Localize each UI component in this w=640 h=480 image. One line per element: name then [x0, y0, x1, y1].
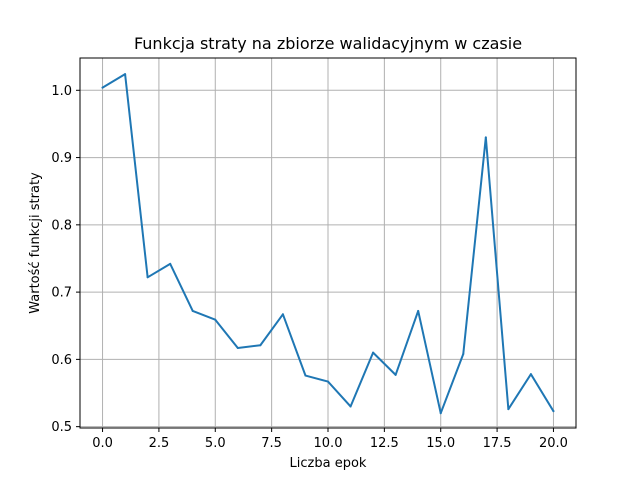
- y-tick-label: 1.0: [51, 84, 72, 99]
- data-point: [101, 86, 104, 89]
- x-tick-label: 15.0: [426, 436, 455, 451]
- y-tick-label: 0.5: [51, 420, 72, 435]
- data-point: [191, 309, 194, 312]
- y-axis-ticks: 0.5 0.6 0.7 0.8 0.9 1.0: [51, 84, 80, 435]
- y-tick-label: 0.8: [51, 218, 72, 233]
- y-axis-label: Wartość funkcji straty: [28, 172, 43, 314]
- data-point: [214, 318, 217, 321]
- data-point: [394, 373, 397, 376]
- x-tick-label: 17.5: [483, 436, 512, 451]
- data-point: [417, 309, 420, 312]
- data-point: [552, 410, 555, 413]
- data-point: [484, 136, 487, 139]
- data-point: [372, 351, 375, 354]
- x-tick-label: 2.5: [149, 436, 170, 451]
- chart-title: Funkcja straty na zbiorze walidacyjnym w…: [134, 34, 522, 53]
- data-point: [281, 313, 284, 316]
- x-tick-label: 5.0: [205, 436, 226, 451]
- data-point: [146, 276, 149, 279]
- data-point: [349, 405, 352, 408]
- data-point: [529, 373, 532, 376]
- data-point: [259, 344, 262, 347]
- data-point: [327, 380, 329, 383]
- x-tick-label: 20.0: [539, 436, 568, 451]
- grid-lines: [80, 58, 576, 428]
- data-point: [304, 374, 307, 377]
- y-tick-label: 0.6: [51, 353, 72, 368]
- data-point: [236, 346, 239, 349]
- y-tick-label: 0.9: [51, 151, 72, 166]
- x-tick-label: 12.5: [370, 436, 399, 451]
- data-point: [439, 412, 442, 415]
- y-tick-label: 0.7: [51, 286, 72, 301]
- data-point: [507, 408, 510, 411]
- x-tick-label: 7.5: [261, 436, 282, 451]
- x-axis-label: Liczba epok: [290, 456, 367, 471]
- series-layer: [101, 73, 555, 415]
- x-tick-label: 0.0: [92, 436, 113, 451]
- x-tick-label: 10.0: [314, 436, 343, 451]
- x-axis-ticks: 0.0 2.5 5.0 7.5 10.0 12.5 15.0 17.5 20.0: [92, 428, 568, 451]
- data-point: [462, 353, 465, 355]
- data-point: [169, 262, 172, 265]
- data-point: [124, 73, 127, 76]
